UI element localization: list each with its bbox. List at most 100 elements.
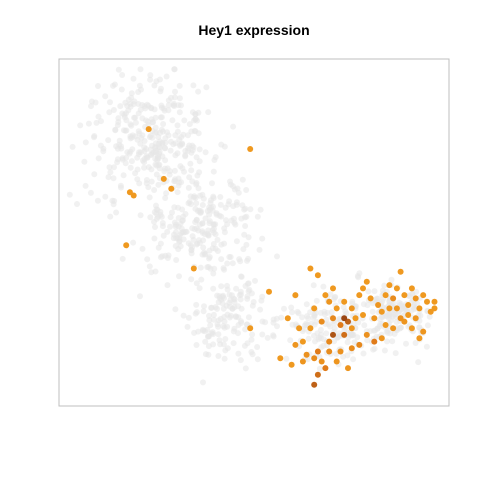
background-point (202, 149, 209, 156)
background-point (364, 302, 371, 309)
background-point (412, 340, 419, 346)
background-point (123, 127, 130, 134)
background-point (154, 213, 161, 220)
background-point (180, 312, 187, 319)
background-point (250, 299, 257, 305)
background-point (160, 105, 167, 112)
background-point (212, 231, 219, 238)
background-point (144, 256, 151, 263)
expression-point (408, 325, 415, 332)
background-point (218, 241, 225, 248)
expression-point (333, 305, 340, 312)
background-point (168, 94, 174, 101)
expression-point (363, 331, 370, 338)
background-point (188, 276, 195, 283)
expression-point (284, 315, 291, 322)
background-point (181, 117, 188, 124)
background-point (169, 209, 175, 216)
background-point (424, 322, 431, 329)
background-point (230, 123, 237, 130)
background-point (403, 340, 409, 347)
background-point (426, 313, 433, 320)
background-point (186, 121, 193, 128)
background-point (210, 221, 217, 228)
background-point (226, 314, 233, 321)
background-point (264, 334, 271, 341)
background-point (274, 253, 280, 260)
expression-point (345, 365, 351, 372)
background-point (221, 355, 228, 362)
expression-point (326, 348, 333, 355)
expression-point (292, 341, 299, 348)
background-point (74, 201, 80, 207)
expression-point (431, 305, 438, 312)
expression-point (378, 335, 385, 342)
background-point (110, 175, 117, 182)
background-points-layer (66, 66, 433, 386)
expression-point (431, 298, 438, 305)
background-point (167, 214, 174, 221)
expression-point (318, 318, 325, 325)
background-point (210, 285, 217, 292)
background-point (151, 235, 158, 242)
background-point (189, 147, 196, 154)
background-point (209, 329, 216, 336)
background-point (235, 314, 242, 321)
expression-point (420, 328, 427, 335)
background-point (218, 256, 225, 263)
background-point (233, 201, 240, 208)
background-point (311, 321, 318, 328)
background-point (109, 197, 116, 204)
background-point (114, 156, 121, 163)
background-point (243, 187, 250, 193)
background-point (193, 181, 200, 188)
background-point (162, 135, 169, 142)
background-point (107, 169, 114, 176)
background-point (176, 109, 183, 116)
background-point (245, 255, 252, 262)
background-point (132, 119, 139, 126)
background-point (139, 115, 146, 122)
background-point (238, 319, 245, 326)
background-point (159, 223, 166, 230)
expression-point (386, 305, 393, 312)
background-point (97, 142, 104, 149)
background-point (193, 280, 200, 287)
expression-point (288, 361, 295, 368)
background-point (249, 331, 256, 338)
background-point (130, 239, 137, 246)
background-point (233, 238, 240, 245)
expression-point (390, 295, 397, 302)
background-point (241, 231, 248, 238)
background-point (142, 105, 149, 112)
background-point (176, 179, 183, 186)
expression-point (360, 312, 366, 318)
expression-point (337, 348, 344, 355)
expression-point (303, 351, 310, 358)
background-point (217, 194, 224, 200)
expression-point (356, 292, 363, 299)
background-point (176, 95, 183, 102)
background-point (344, 339, 351, 346)
expression-point (408, 285, 415, 292)
background-point (220, 341, 227, 348)
expression-point (123, 242, 130, 249)
background-point (215, 353, 222, 359)
background-point (215, 317, 222, 324)
background-point (245, 234, 252, 241)
background-point (102, 193, 109, 200)
expression-point (341, 315, 348, 322)
background-point (127, 135, 134, 142)
background-point (199, 229, 206, 236)
expression-point (296, 325, 303, 332)
background-point (243, 241, 250, 248)
background-point (214, 305, 220, 312)
background-point (231, 299, 238, 306)
background-point (283, 355, 290, 362)
background-point (370, 327, 377, 334)
background-point (225, 201, 232, 208)
background-point (235, 189, 242, 196)
expression-point (190, 265, 197, 272)
expression-point (416, 335, 423, 342)
